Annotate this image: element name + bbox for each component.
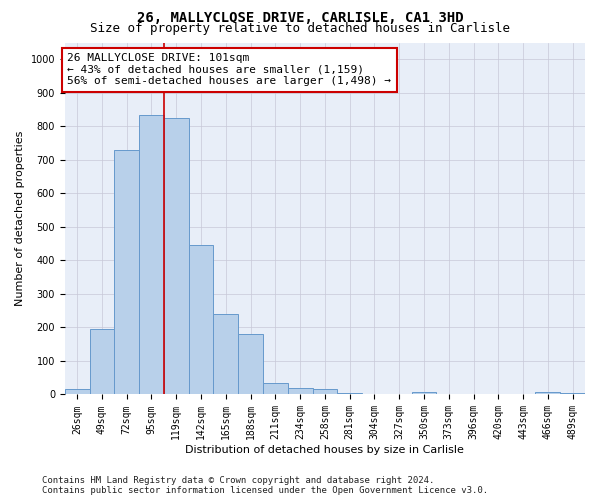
Bar: [313, 390, 337, 394]
Bar: [214, 314, 238, 394]
X-axis label: Distribution of detached houses by size in Carlisle: Distribution of detached houses by size …: [185, 445, 464, 455]
Bar: [139, 114, 164, 394]
Text: 26, MALLYCLOSE DRIVE, CARLISLE, CA1 3HD: 26, MALLYCLOSE DRIVE, CARLISLE, CA1 3HD: [137, 11, 463, 25]
Text: Size of property relative to detached houses in Carlisle: Size of property relative to detached ho…: [90, 22, 510, 35]
Text: Contains HM Land Registry data © Crown copyright and database right 2024.
Contai: Contains HM Land Registry data © Crown c…: [42, 476, 488, 495]
Bar: [188, 246, 214, 394]
Bar: [238, 334, 263, 394]
Y-axis label: Number of detached properties: Number of detached properties: [15, 131, 25, 306]
Bar: [115, 150, 139, 394]
Bar: [89, 329, 115, 394]
Bar: [164, 118, 188, 394]
Bar: [288, 388, 313, 394]
Bar: [337, 393, 362, 394]
Bar: [263, 382, 288, 394]
Bar: [535, 392, 560, 394]
Bar: [560, 393, 585, 394]
Text: 26 MALLYCLOSE DRIVE: 101sqm
← 43% of detached houses are smaller (1,159)
56% of : 26 MALLYCLOSE DRIVE: 101sqm ← 43% of det…: [67, 53, 391, 86]
Bar: [412, 392, 436, 394]
Bar: [65, 390, 89, 394]
